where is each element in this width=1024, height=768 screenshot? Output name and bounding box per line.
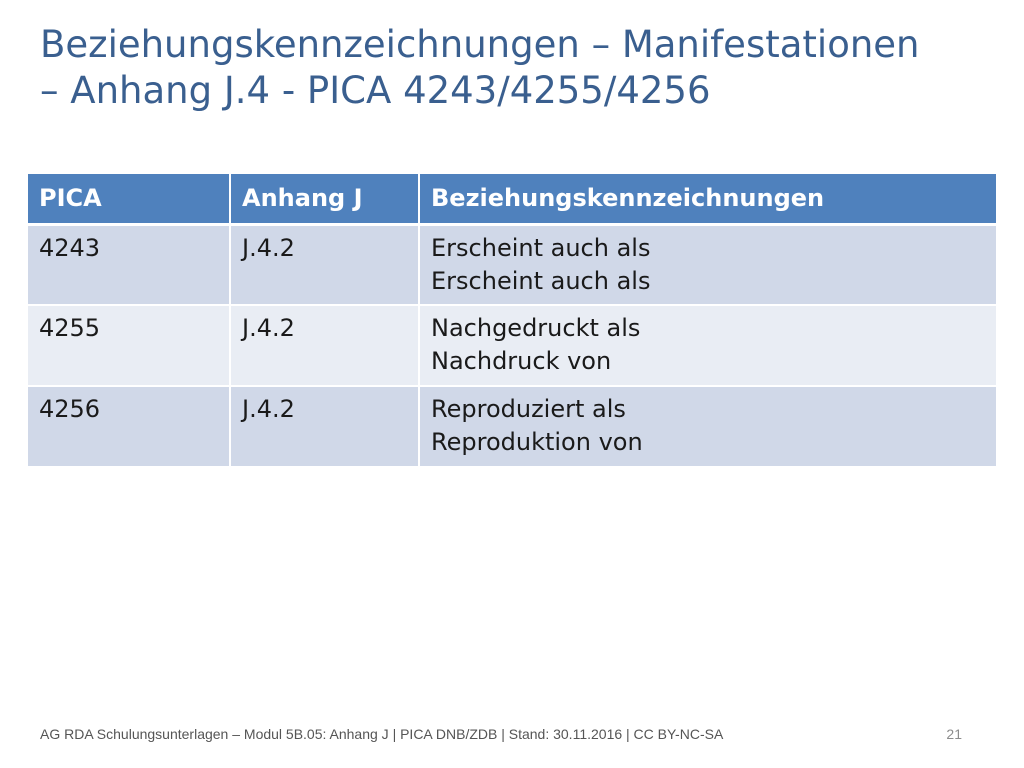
cell-pica: 4255 bbox=[28, 305, 231, 387]
table-row: 4256 J.4.2 Reproduziert als Reproduktion… bbox=[28, 386, 996, 468]
cell-anhang: J.4.2 bbox=[230, 386, 420, 468]
relationship-line-2: Erscheint auch als bbox=[431, 266, 651, 295]
cell-pica: 4256 bbox=[28, 386, 231, 468]
relationship-table-container: PICA Anhang J Beziehungskennzeichnungen … bbox=[28, 174, 996, 468]
slide-title-line-1: Beziehungskennzeichnungen – Manifestatio… bbox=[40, 23, 920, 66]
table-row: 4255 J.4.2 Nachgedruckt als Nachdruck vo… bbox=[28, 305, 996, 387]
slide-footer: AG RDA Schulungsunterlagen – Modul 5B.05… bbox=[40, 726, 724, 742]
relationship-line-1: Erscheint auch als bbox=[431, 233, 651, 262]
relationship-line-1: Reproduziert als bbox=[431, 395, 626, 423]
relationship-line-1: Nachgedruckt als bbox=[431, 314, 641, 342]
header-pica: PICA bbox=[28, 174, 231, 226]
cell-relationship: Erscheint auch als Erscheint auch als bbox=[419, 224, 996, 306]
cell-relationship: Reproduziert als Reproduktion von bbox=[419, 386, 996, 468]
page-number: 21 bbox=[946, 726, 962, 742]
relationship-table: PICA Anhang J Beziehungskennzeichnungen … bbox=[28, 174, 996, 468]
cell-relationship: Nachgedruckt als Nachdruck von bbox=[419, 305, 996, 387]
table-row: 4243 J.4.2 Erscheint auch als Erscheint … bbox=[28, 224, 996, 306]
cell-anhang: J.4.2 bbox=[230, 224, 420, 306]
relationship-line-2: Nachdruck von bbox=[431, 347, 612, 375]
table-header-row: PICA Anhang J Beziehungskennzeichnungen bbox=[28, 174, 996, 226]
cell-anhang: J.4.2 bbox=[230, 305, 420, 387]
cell-pica: 4243 bbox=[28, 224, 231, 306]
slide-title-line-2: – Anhang J.4 - PICA 4243/4255/4256 bbox=[40, 69, 711, 112]
relationship-line-2: Reproduktion von bbox=[431, 428, 643, 456]
header-beziehungskennzeichnungen: Beziehungskennzeichnungen bbox=[419, 174, 996, 226]
slide-title: Beziehungskennzeichnungen – Manifestatio… bbox=[40, 22, 1000, 114]
header-anhang-j: Anhang J bbox=[230, 174, 420, 226]
